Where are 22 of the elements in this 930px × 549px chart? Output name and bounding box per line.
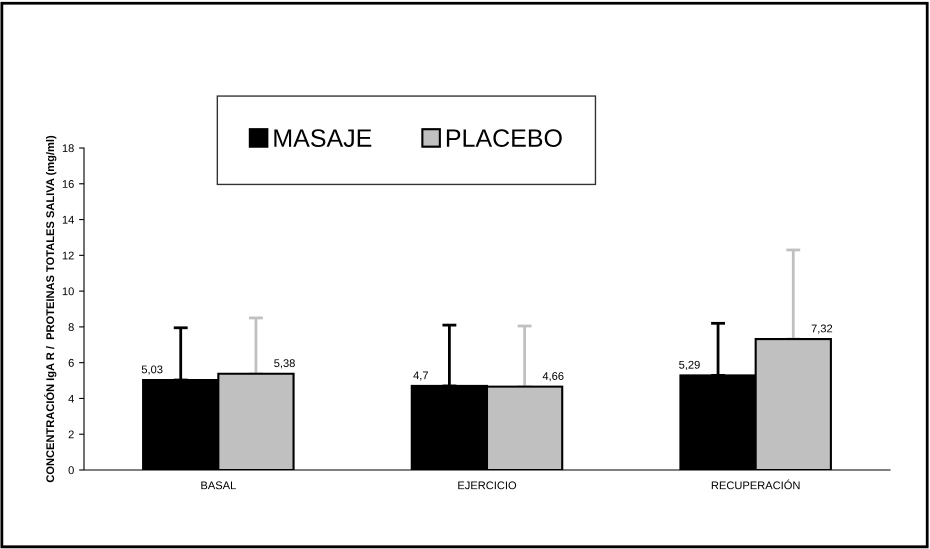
y-tick-label: 16: [62, 180, 74, 188]
data-label: 4,66: [542, 372, 564, 382]
y-tick-label: 6: [68, 358, 74, 367]
legend-label: MASAJE: [274, 129, 372, 147]
x-tick-label: RECUPERACIÓN: [712, 480, 800, 490]
y-tick-label: 10: [62, 287, 74, 296]
x-tick-label: EJERCICIO: [458, 481, 516, 490]
y-tick-label: 8: [68, 323, 74, 332]
y-tick-label: 14: [62, 216, 74, 224]
data-label: 7,32: [812, 324, 832, 334]
y-axis-title: CONCENTRACIÓN IgA R / PROTEINAS TOTALES SALIVA (mg/ml): [44, 136, 56, 482]
data-label: 5,38: [274, 359, 295, 368]
x-tick-label: BASAL: [201, 481, 236, 490]
y-tick-label: 0: [68, 466, 74, 474]
y-tick-label: 18: [62, 144, 74, 152]
data-label: 4,7: [413, 372, 428, 381]
y-tick-label: 12: [62, 252, 74, 260]
legend-label: PLACEBO: [446, 129, 562, 147]
data-label: 5,29: [679, 360, 700, 370]
y-tick-label: 2: [68, 430, 74, 438]
y-tick-label: 4: [68, 394, 74, 402]
data-label: 5,03: [142, 365, 162, 375]
